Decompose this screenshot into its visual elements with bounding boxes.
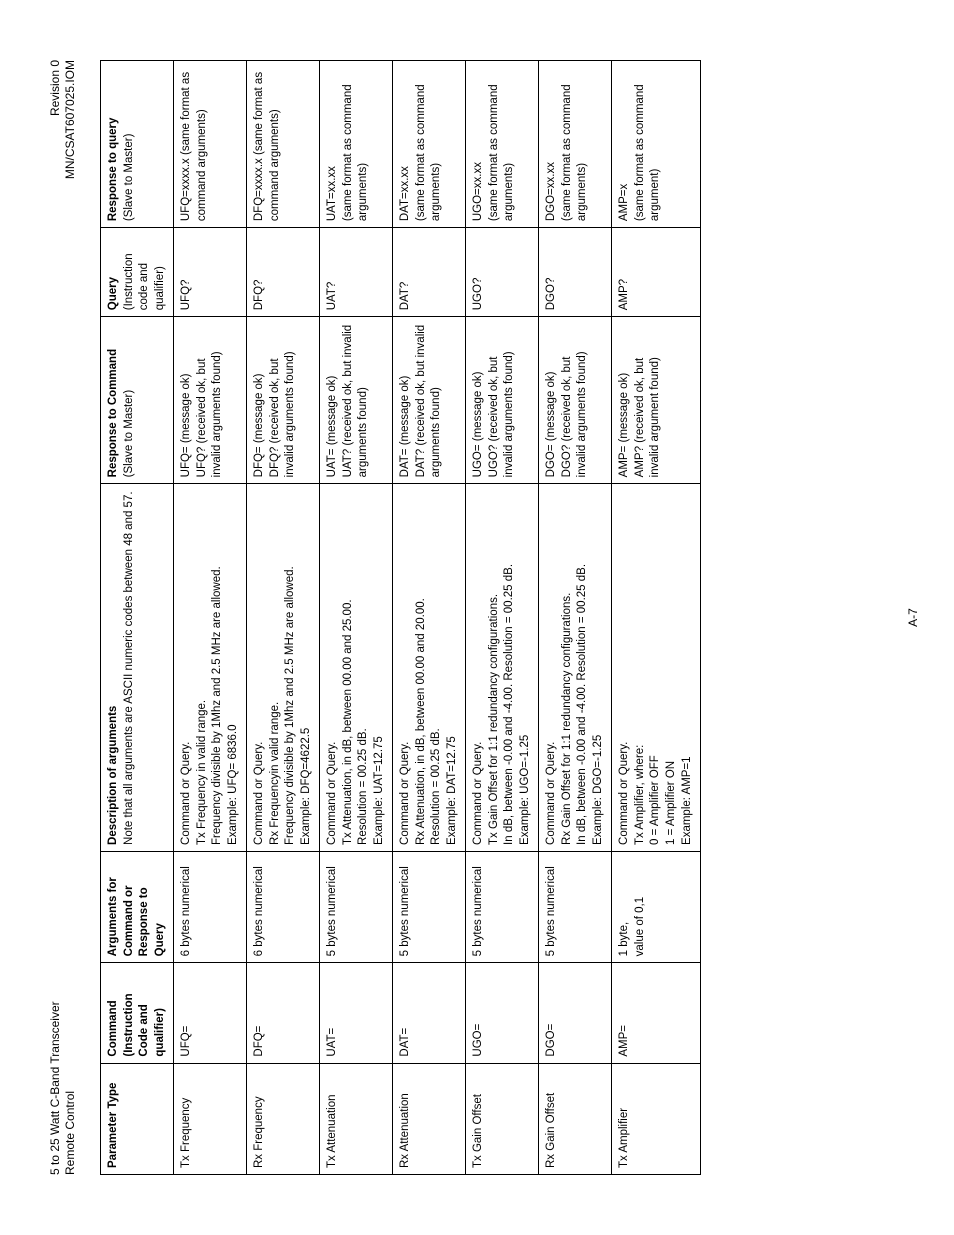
- col-response-cmd: Response to Command (Slave to Master): [101, 317, 174, 484]
- table-row: Tx AttenuationUAT=5 bytes numericalComma…: [320, 61, 393, 1175]
- cell-parameter: Tx Attenuation: [320, 1063, 393, 1174]
- header-left-2: Remote Control: [63, 1001, 78, 1175]
- cell-description: Command or Query. Rx Gain Offset for 1:1…: [539, 484, 612, 852]
- cell-description: Command or Query. Tx Attenuation, in dB,…: [320, 484, 393, 852]
- col-arguments: Arguments for Command or Response to Que…: [101, 851, 174, 962]
- table-row: Tx AmplifierAMP=1 byte, value of 0,1Comm…: [612, 61, 701, 1175]
- cell-arguments: 5 bytes numerical: [393, 851, 466, 962]
- cell-arguments: 5 bytes numerical: [466, 851, 539, 962]
- cell-response-cmd: UAT= (message ok) UAT? (received ok, but…: [320, 317, 393, 484]
- table-row: Tx FrequencyUFQ=6 bytes numericalCommand…: [174, 61, 247, 1175]
- cell-response-query: UAT=xx.xx (same format as command argume…: [320, 61, 393, 228]
- col-command: Command (Instruction Code and qualifier): [101, 963, 174, 1063]
- cell-arguments: 5 bytes numerical: [320, 851, 393, 962]
- command-table: Parameter Type Command (Instruction Code…: [100, 60, 701, 1175]
- cell-response-cmd: DFQ= (message ok) DFQ? (received ok, but…: [247, 317, 320, 484]
- cell-query: DAT?: [393, 228, 466, 317]
- cell-arguments: 6 bytes numerical: [174, 851, 247, 962]
- cell-description: Command or Query. Tx Gain Offset for 1:1…: [466, 484, 539, 852]
- cell-response-cmd: UFQ= (message ok) UFQ? (received ok, but…: [174, 317, 247, 484]
- cell-query: UAT?: [320, 228, 393, 317]
- cell-response-cmd: AMP= (message ok) AMP? (received ok, but…: [612, 317, 701, 484]
- page-footer: A-7: [906, 60, 920, 1175]
- cell-command: UFQ=: [174, 963, 247, 1063]
- cell-parameter: Rx Gain Offset: [539, 1063, 612, 1174]
- cell-command: UAT=: [320, 963, 393, 1063]
- cell-arguments: 5 bytes numerical: [539, 851, 612, 962]
- cell-command: DGO=: [539, 963, 612, 1063]
- cell-command: UGO=: [466, 963, 539, 1063]
- cell-parameter: Rx Attenuation: [393, 1063, 466, 1174]
- col-parameter: Parameter Type: [101, 1063, 174, 1174]
- cell-command: AMP=: [612, 963, 701, 1063]
- cell-description: Command or Query. Tx Amplifier, where: 0…: [612, 484, 701, 852]
- cell-response-query: DAT=xx.xx (same format as command argume…: [393, 61, 466, 228]
- header-right-2: MN/CSAT607025.IOM: [63, 60, 78, 179]
- cell-query: UFQ?: [174, 228, 247, 317]
- cell-response-query: AMP=x (same format as command argument): [612, 61, 701, 228]
- cell-command: DFQ=: [247, 963, 320, 1063]
- cell-response-query: DGO=xx.xx (same format as command argume…: [539, 61, 612, 228]
- cell-description: Command or Query. Tx Frequency in valid …: [174, 484, 247, 852]
- cell-arguments: 1 byte, value of 0,1: [612, 851, 701, 962]
- col-response-query: Response to query (Slave to Master): [101, 61, 174, 228]
- table-header-row: Parameter Type Command (Instruction Code…: [101, 61, 174, 1175]
- cell-query: DFQ?: [247, 228, 320, 317]
- header-left-1: 5 to 25 Watt C-Band Transceiver: [48, 1001, 63, 1175]
- header-right-1: Revision 0: [48, 60, 63, 179]
- cell-response-query: UGO=xx.xx (same format as command argume…: [466, 61, 539, 228]
- cell-query: DGO?: [539, 228, 612, 317]
- cell-response-query: UFQ=xxxx.x (same format as command argum…: [174, 61, 247, 228]
- cell-arguments: 6 bytes numerical: [247, 851, 320, 962]
- cell-response-cmd: UGO= (message ok) UGO? (received ok, but…: [466, 317, 539, 484]
- table-row: Tx Gain OffsetUGO=5 bytes numericalComma…: [466, 61, 539, 1175]
- cell-parameter: Rx Frequency: [247, 1063, 320, 1174]
- cell-query: AMP?: [612, 228, 701, 317]
- cell-command: DAT=: [393, 963, 466, 1063]
- page-header: 5 to 25 Watt C-Band Transceiver Remote C…: [48, 60, 78, 1175]
- table-row: Rx AttenuationDAT=5 bytes numericalComma…: [393, 61, 466, 1175]
- col-description: Description of arguments Note that all a…: [101, 484, 174, 852]
- cell-parameter: Tx Frequency: [174, 1063, 247, 1174]
- cell-response-query: DFQ=xxxx.x (same format as command argum…: [247, 61, 320, 228]
- cell-parameter: Tx Gain Offset: [466, 1063, 539, 1174]
- table-row: Rx FrequencyDFQ=6 bytes numericalCommand…: [247, 61, 320, 1175]
- cell-response-cmd: DGO= (message ok) DGO? (received ok, but…: [539, 317, 612, 484]
- cell-description: Command or Query. Rx Attenuation, in dB,…: [393, 484, 466, 852]
- cell-response-cmd: DAT= (message ok) DAT? (received ok, but…: [393, 317, 466, 484]
- table-row: Rx Gain OffsetDGO=5 bytes numericalComma…: [539, 61, 612, 1175]
- cell-query: UGO?: [466, 228, 539, 317]
- col-query: Query (Instruction code and qualifier): [101, 228, 174, 317]
- cell-parameter: Tx Amplifier: [612, 1063, 701, 1174]
- cell-description: Command or Query. Rx Frequencyin valid r…: [247, 484, 320, 852]
